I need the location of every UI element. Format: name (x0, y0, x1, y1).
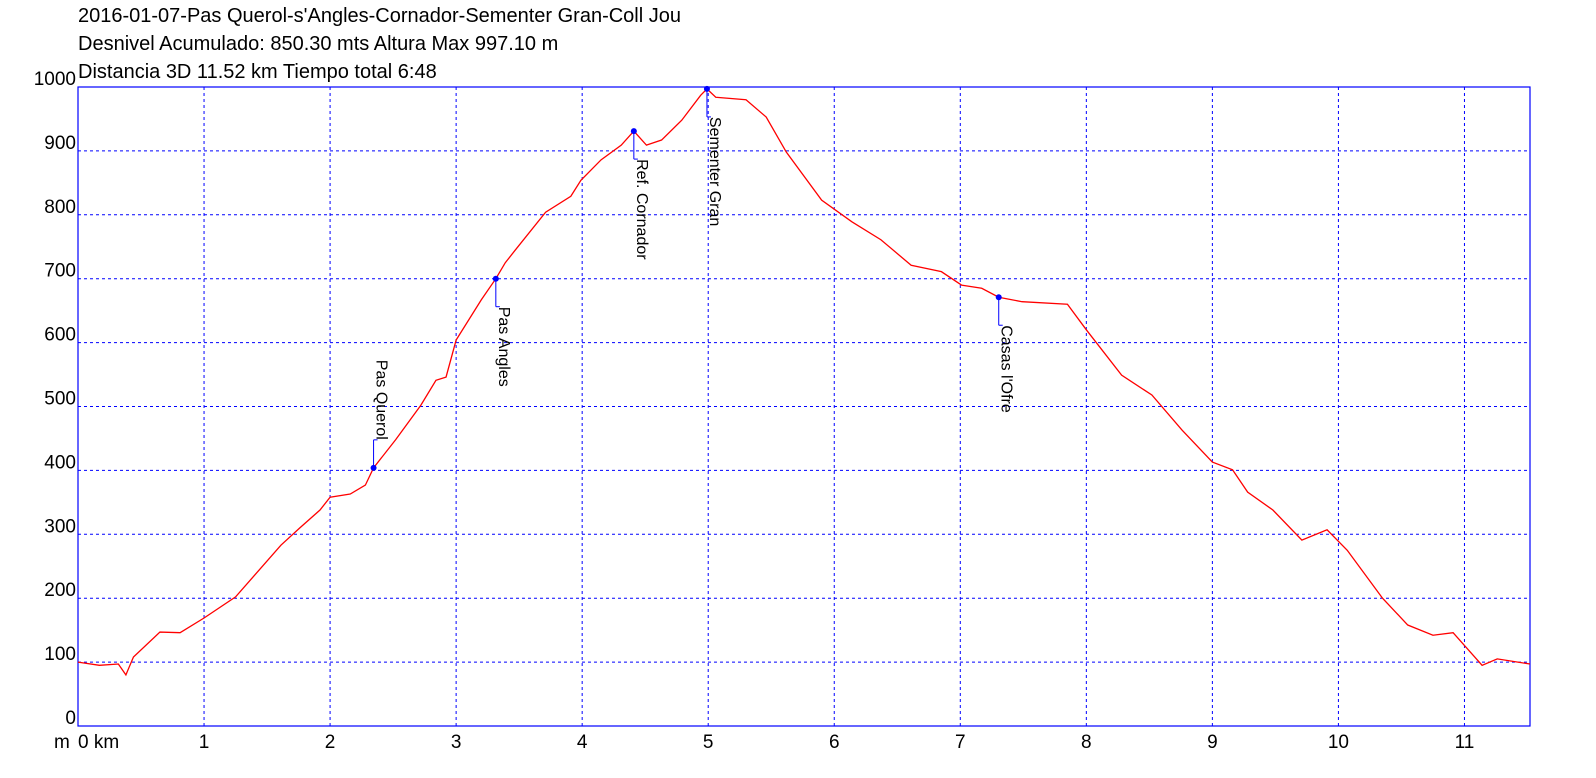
waypoint-marker (492, 275, 499, 282)
y-tick-label: 300 (44, 516, 76, 537)
waypoint-label: Pas Angles (495, 307, 512, 387)
x-tick-label: 1 (199, 732, 210, 753)
y-tick-label: 600 (44, 325, 76, 346)
x-tick-label: 8 (1081, 732, 1092, 753)
y-tick-label: 100 (44, 644, 76, 665)
x-tick-label: 7 (955, 732, 966, 753)
x-tick-label: 11 (1455, 732, 1475, 753)
y-tick-label: 900 (44, 133, 76, 154)
y-tick-label: 500 (44, 389, 76, 410)
waypoint-label: Casas l'Ofre (998, 325, 1015, 413)
waypoint-label: Pas Querol (373, 360, 390, 440)
y-tick-label: 800 (44, 197, 76, 218)
y-tick-label: 1000 (34, 69, 76, 90)
x-tick-label: 10 (1328, 732, 1349, 753)
x-tick-label: 2 (325, 732, 336, 753)
plot-frame (77, 86, 1531, 727)
y-axis-label: m (54, 732, 70, 753)
y-tick-label: 700 (44, 261, 76, 282)
waypoint-label: Ref. Cornador (633, 159, 650, 260)
x-tick-label: 5 (703, 732, 714, 753)
waypoint-label: Sementer Gran (706, 117, 723, 226)
y-tick-label: 400 (44, 452, 76, 473)
waypoint-marker (370, 464, 377, 471)
waypoint-marker (630, 128, 637, 135)
waypoint-marker (995, 294, 1002, 301)
elevation-line (77, 88, 1531, 677)
x-tick-label: 6 (829, 732, 840, 753)
chart-subtitle: Desnivel Acumulado: 850.30 mts Altura Ma… (78, 33, 558, 55)
x-tick-label: 9 (1207, 732, 1218, 753)
y-tick-label: 0 (65, 708, 76, 729)
chart-title: 2016-01-07-Pas Querol-s'Angles-Cornador-… (78, 5, 681, 27)
waypoint-marker (703, 85, 710, 92)
y-tick-label: 200 (44, 580, 76, 601)
x-tick-label: 4 (577, 732, 588, 753)
x-tick-label: 3 (451, 732, 462, 753)
x-tick-label: 0 km (78, 732, 119, 753)
chart-subtitle: Distancia 3D 11.52 km Tiempo total 6:48 (78, 61, 437, 83)
